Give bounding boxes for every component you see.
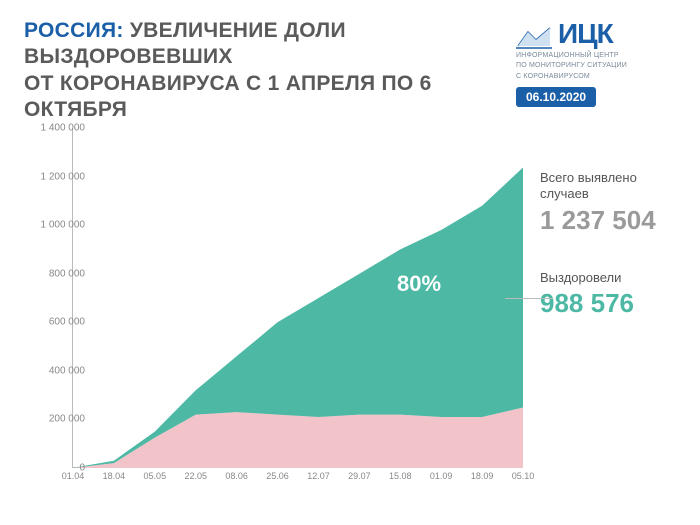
total-value: 1 237 504 <box>540 205 680 236</box>
x-tick-label: 05.05 <box>144 471 167 481</box>
y-tick-label: 400 000 <box>25 365 85 376</box>
chart-logo-icon <box>516 24 552 50</box>
x-tick-label: 18.04 <box>103 471 126 481</box>
x-tick-label: 18.09 <box>471 471 494 481</box>
x-tick-label: 05.10 <box>512 471 535 481</box>
country-name: РОССИЯ: <box>24 19 124 42</box>
y-tick-label: 600 000 <box>25 317 85 328</box>
title-line-2: ОТ КОРОНАВИРУСА С 1 АПРЕЛЯ ПО 6 ОКТЯБРЯ <box>24 71 484 124</box>
percent-label: 80% <box>397 271 441 297</box>
x-tick-label: 08.06 <box>225 471 248 481</box>
title-line-1: РОССИЯ: УВЕЛИЧЕНИЕ ДОЛИ ВЫЗДОРОВЕВШИХ <box>24 18 484 71</box>
logo-block: ИЦК ИНФОРМАЦИОННЫЙ ЦЕНТР ПО МОНИТОРИНГУ … <box>516 18 676 107</box>
y-tick-label: 1 400 000 <box>25 123 85 134</box>
y-tick-label: 1 000 000 <box>25 220 85 231</box>
x-tick-label: 12.07 <box>307 471 330 481</box>
total-label-2: случаев <box>540 186 680 202</box>
chart-area: 80% 0200 000400 000600 000800 0001 000 0… <box>24 128 524 488</box>
plot-region: 80% 0200 000400 000600 000800 0001 000 0… <box>72 128 522 468</box>
logo-row: ИЦК <box>516 18 676 50</box>
area-chart-svg <box>73 128 523 468</box>
x-tick-label: 25.06 <box>266 471 289 481</box>
y-tick-label: 800 000 <box>25 268 85 279</box>
logo-sub-2: ПО МОНИТОРИНГУ СИТУАЦИИ <box>516 62 676 70</box>
logo-text: ИЦК <box>558 18 613 50</box>
x-tick-label: 01.09 <box>430 471 453 481</box>
x-tick-label: 15.08 <box>389 471 412 481</box>
total-label-1: Всего выявлено <box>540 170 680 186</box>
logo-sub-3: С КОРОНАВИРУСОМ <box>516 73 676 81</box>
recovered-label: Выздоровели <box>540 270 680 286</box>
side-stats: Всего выявлено случаев 1 237 504 Выздоро… <box>540 170 680 319</box>
title-block: РОССИЯ: УВЕЛИЧЕНИЕ ДОЛИ ВЫЗДОРОВЕВШИХ ОТ… <box>24 18 484 123</box>
x-tick-label: 29.07 <box>348 471 371 481</box>
x-tick-label: 22.05 <box>184 471 207 481</box>
y-tick-label: 1 200 000 <box>25 171 85 182</box>
date-badge: 06.10.2020 <box>516 87 596 107</box>
header: РОССИЯ: УВЕЛИЧЕНИЕ ДОЛИ ВЫЗДОРОВЕВШИХ ОТ… <box>0 0 700 123</box>
connector-line <box>505 298 553 299</box>
logo-sub-1: ИНФОРМАЦИОННЫЙ ЦЕНТР <box>516 52 676 60</box>
recovered-value: 988 576 <box>540 288 680 319</box>
x-tick-label: 01.04 <box>62 471 85 481</box>
y-tick-label: 200 000 <box>25 414 85 425</box>
